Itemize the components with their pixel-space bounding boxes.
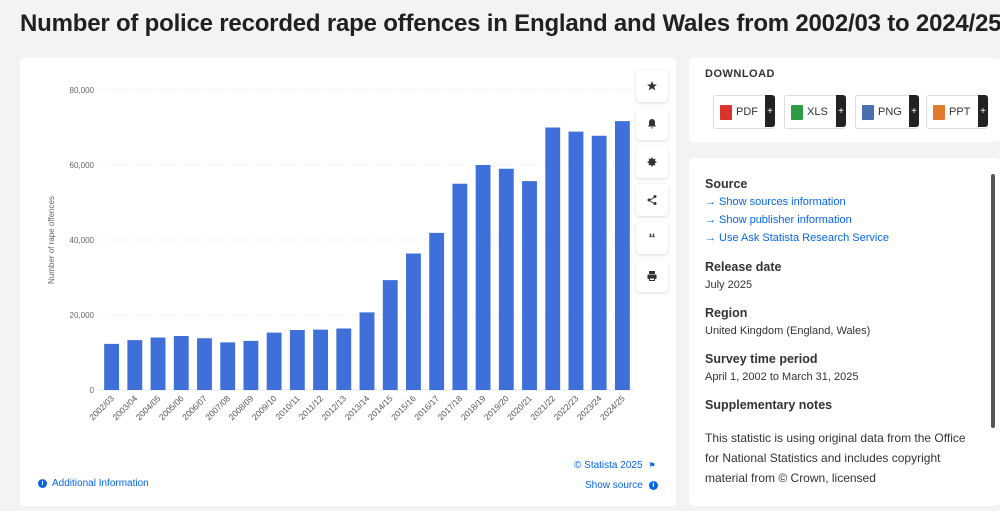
show-sources-link[interactable]: → Show sources information	[705, 196, 846, 208]
png-label: PNG	[878, 106, 902, 118]
y-tick-label: 80,000	[70, 86, 95, 95]
download-xls-button[interactable]: XLS +	[784, 95, 846, 129]
supplementary-notes-heading: Supplementary notes	[705, 398, 833, 412]
bar	[591, 135, 607, 390]
xls-file-icon	[791, 104, 803, 120]
statista-copyright[interactable]: © Statista 2025 ⚑	[574, 460, 656, 471]
show-publisher-link[interactable]: → Show publisher information	[705, 214, 852, 226]
statistic-info-panel: Source → Show sources information → Show p…	[689, 158, 1000, 506]
share-button[interactable]	[636, 184, 668, 216]
ppt-label: PPT	[949, 106, 971, 118]
bar	[359, 312, 375, 390]
print-icon	[647, 271, 657, 281]
bar	[127, 340, 143, 390]
bar	[452, 183, 468, 390]
download-ppt-button[interactable]: PPT +	[926, 95, 988, 129]
ask-statista-link[interactable]: → Use Ask Statista Research Service	[705, 232, 889, 244]
x-tick-label: 2009/10	[250, 393, 279, 422]
gear-icon	[647, 157, 657, 167]
show-publisher-label: Show publisher information	[719, 214, 852, 226]
bar	[568, 131, 584, 390]
y-tick-label: 40,000	[70, 236, 95, 245]
y-tick-label: 20,000	[70, 311, 95, 320]
plus-icon: +	[836, 95, 846, 127]
bar	[545, 127, 561, 390]
bar	[266, 332, 282, 390]
download-panel: DOWNLOAD PDF + XLS + PNG + PPT +	[689, 58, 1000, 142]
download-pdf-button[interactable]: PDF +	[713, 95, 775, 129]
bar	[150, 337, 166, 390]
show-source-label: Show source	[585, 480, 643, 491]
bar	[429, 232, 445, 390]
source-heading: Source	[705, 177, 748, 191]
chart-toolbar: “	[636, 70, 668, 298]
survey-period-value: April 1, 2002 to March 31, 2025	[705, 371, 859, 383]
quote-icon: “	[648, 230, 656, 246]
xls-label: XLS	[807, 106, 828, 118]
bell-icon	[648, 119, 656, 129]
bar	[173, 336, 189, 390]
show-sources-label: Show sources information	[719, 196, 846, 208]
download-heading: DOWNLOAD	[705, 68, 775, 80]
additional-info-link[interactable]: i Additional Information	[38, 478, 149, 489]
x-tick-label: 2024/25	[598, 393, 627, 422]
arrow-right-icon: →	[705, 232, 716, 244]
bar	[220, 342, 236, 390]
bar	[614, 121, 630, 390]
supplementary-notes-text: This statistic is using original data fr…	[705, 431, 966, 485]
region-value: United Kingdom (England, Wales)	[705, 325, 871, 337]
share-icon	[647, 195, 657, 205]
settings-button[interactable]	[636, 146, 668, 178]
arrow-right-icon: →	[705, 214, 716, 226]
region-heading: Region	[705, 306, 748, 320]
notification-button[interactable]	[636, 108, 668, 140]
copyright-label: © Statista 2025	[574, 460, 643, 471]
bar-chart: 0 20,000 40,000 60,000 80,000 Number of rape …	[47, 86, 634, 422]
pdf-label: PDF	[736, 106, 758, 118]
additional-info-label: Additional Information	[52, 478, 149, 489]
plus-icon: +	[765, 95, 775, 127]
favorite-button[interactable]	[636, 70, 668, 102]
flag-icon: ⚑	[648, 461, 656, 470]
show-source-link[interactable]: Show source i	[585, 480, 658, 491]
page-title: Number of police recorded rape offences …	[20, 10, 1000, 37]
pdf-file-icon	[720, 104, 732, 120]
info-icon: i	[648, 481, 658, 490]
plus-icon: +	[909, 95, 919, 127]
bar	[104, 343, 120, 390]
y-tick-label: 0	[90, 386, 95, 395]
chart-card: 0 20,000 40,000 60,000 80,000 Number of rape …	[20, 58, 676, 506]
release-date-heading: Release date	[705, 260, 782, 274]
plus-icon: +	[978, 95, 988, 127]
bar	[313, 329, 328, 390]
cite-button[interactable]: “	[636, 222, 668, 254]
survey-period-heading: Survey time period	[705, 352, 818, 366]
bar	[289, 330, 305, 390]
bar	[197, 338, 212, 390]
info-scrollbar[interactable]	[991, 174, 995, 428]
x-tick-label: 2010/11	[273, 393, 302, 422]
ppt-file-icon	[933, 104, 945, 120]
bar	[522, 181, 537, 390]
bar	[336, 328, 352, 390]
bar	[498, 168, 514, 390]
release-date-value: July 2025	[705, 279, 753, 291]
bar	[382, 280, 398, 390]
bar	[475, 165, 491, 390]
bar	[406, 253, 421, 390]
y-axis-title: Number of rape offences	[47, 196, 56, 284]
info-icon: i	[38, 479, 47, 488]
download-png-button[interactable]: PNG +	[855, 95, 919, 129]
bar	[243, 340, 259, 390]
ask-statista-label: Use Ask Statista Research Service	[719, 232, 889, 244]
y-tick-label: 60,000	[70, 161, 95, 170]
arrow-right-icon: →	[705, 196, 716, 208]
print-button[interactable]	[636, 260, 668, 292]
png-file-icon	[862, 104, 874, 120]
star-icon	[647, 81, 657, 91]
